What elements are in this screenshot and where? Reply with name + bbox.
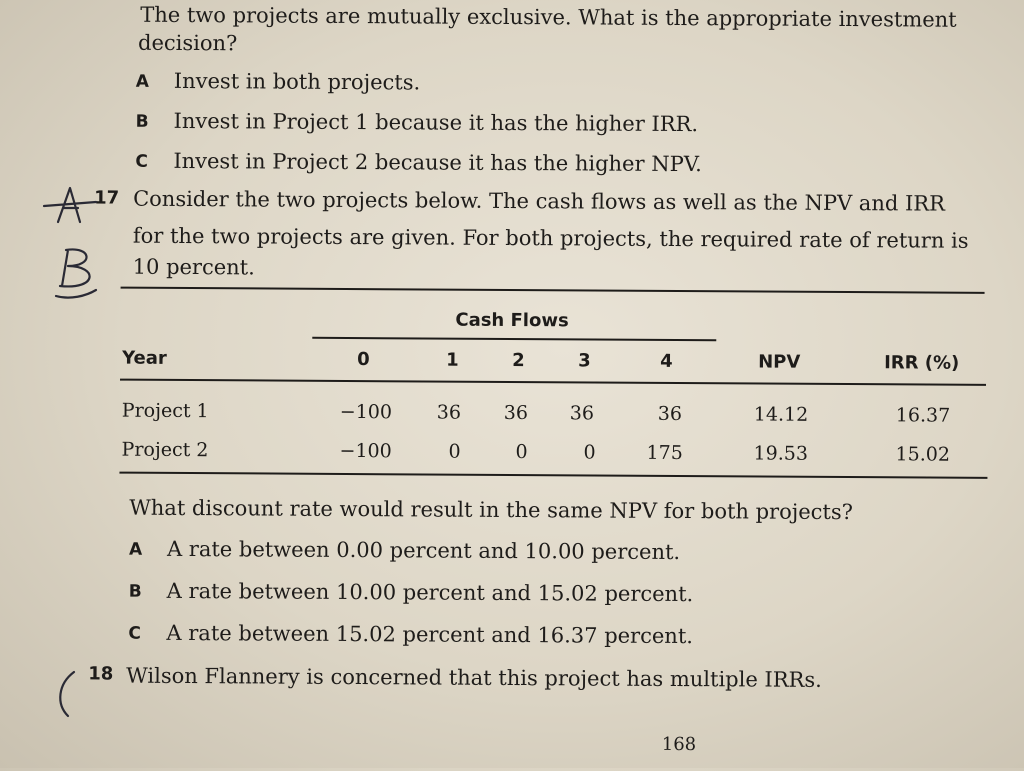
handwritten-underline — [54, 288, 98, 299]
handwritten-b-mark — [58, 248, 91, 288]
handwritten-arc-mark — [59, 670, 76, 718]
handwritten-a-mark — [42, 186, 98, 224]
